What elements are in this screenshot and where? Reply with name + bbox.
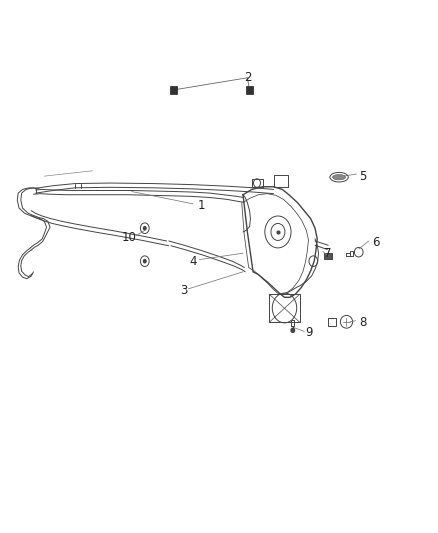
Circle shape <box>144 260 146 263</box>
Text: 6: 6 <box>372 236 380 249</box>
FancyBboxPatch shape <box>246 86 253 94</box>
Text: 7: 7 <box>325 247 332 260</box>
Circle shape <box>291 328 294 333</box>
Text: 2: 2 <box>244 71 251 84</box>
Text: 3: 3 <box>180 284 188 297</box>
Circle shape <box>144 227 146 230</box>
Ellipse shape <box>332 174 346 180</box>
Text: 9: 9 <box>305 326 312 340</box>
Text: 1: 1 <box>198 199 205 212</box>
FancyBboxPatch shape <box>324 253 332 259</box>
Text: 8: 8 <box>360 316 367 329</box>
Text: 4: 4 <box>189 255 197 268</box>
Text: 10: 10 <box>122 231 137 244</box>
FancyBboxPatch shape <box>170 86 177 94</box>
Text: 5: 5 <box>360 169 367 183</box>
